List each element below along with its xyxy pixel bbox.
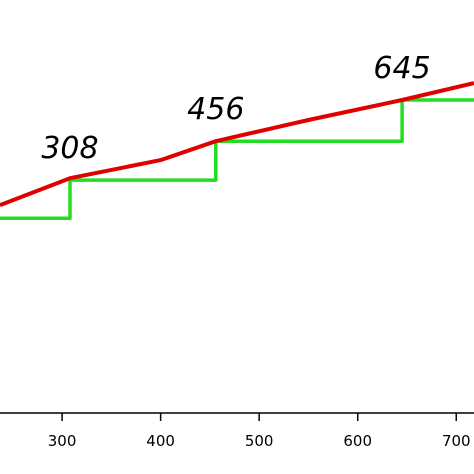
x-tick-label: 300 bbox=[48, 432, 77, 450]
line-curve bbox=[0, 81, 474, 207]
annotation: 456 bbox=[187, 92, 244, 127]
x-tick-label: 700 bbox=[442, 432, 471, 450]
annotation: 308 bbox=[41, 131, 98, 166]
x-tick-label: 500 bbox=[245, 432, 274, 450]
x-tick-label: 600 bbox=[343, 432, 372, 450]
annotation: 645 bbox=[373, 51, 430, 86]
line-step bbox=[0, 98, 474, 220]
x-tick-label: 400 bbox=[146, 432, 175, 450]
